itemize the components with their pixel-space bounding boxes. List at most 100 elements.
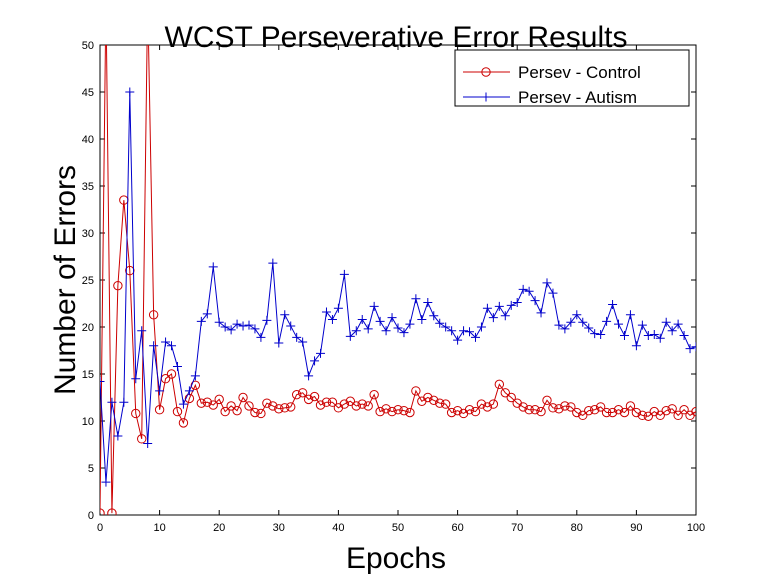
data-point [316,348,326,358]
data-point [226,401,236,411]
data-point [393,405,403,415]
y-tick-label: 40 [82,134,94,146]
data-point [649,330,659,340]
data-point [637,320,647,330]
data-point [101,477,111,487]
data-point [333,303,343,313]
data-point [309,391,320,402]
data-point [679,405,689,415]
data-point [303,394,314,405]
data-point [310,356,320,366]
data-point [178,418,189,428]
legend-entry: Persev - Autism [463,88,637,107]
data-point [673,410,683,421]
data-point [321,307,331,317]
data-point [238,392,248,403]
data-point [411,294,421,304]
data-point [542,395,552,406]
data-point [280,310,290,320]
data-point [488,399,499,409]
data-point [166,369,177,379]
x-tick-label: 70 [511,522,523,534]
data-point [256,332,266,342]
y-tick-label: 5 [88,463,94,475]
data-point [226,325,236,335]
data-point [476,399,487,409]
data-point [465,327,475,337]
data-point [232,319,242,329]
data-point [560,324,570,334]
data-point [113,431,123,441]
data-point [590,329,600,339]
data-point [470,332,480,342]
data-point [238,321,248,331]
data-point [381,404,391,414]
data-point [602,316,612,326]
data-point [202,397,212,407]
data-point [494,301,504,311]
data-point [548,403,558,413]
data-point [631,341,641,351]
data-point [691,342,696,352]
data-point [357,399,367,409]
data-point [429,311,439,321]
data-point [464,405,475,415]
plot-area [99,44,697,516]
x-tick-label: 0 [97,522,103,534]
data-point [214,317,224,327]
data-point [274,404,284,414]
series-autism [100,87,696,487]
data-point [137,434,147,444]
y-tick-label: 45 [82,87,94,99]
legend-label: Persev - Autism [518,88,637,107]
data-point [256,408,266,419]
data-point [405,407,415,418]
data-point [423,392,433,403]
data-point [327,314,337,324]
data-point [184,386,194,396]
data-point [339,269,349,279]
data-point [131,408,141,419]
y-tick-label: 30 [82,228,94,240]
data-point [161,337,171,347]
data-point [369,389,379,400]
x-tick-label: 100 [687,522,705,534]
data-point [304,371,314,381]
data-point [208,262,218,272]
data-point [298,337,308,347]
data-point [232,405,242,416]
data-point [208,400,218,410]
x-tick-label: 20 [213,522,225,534]
data-point [447,326,457,336]
data-point [244,401,254,411]
data-point [387,406,397,417]
data-point [405,319,415,329]
data-point [172,406,183,417]
data-point [643,411,654,421]
data-point [100,377,105,387]
data-point [530,405,540,415]
y-tick-label: 15 [82,369,94,381]
data-point [202,309,212,319]
data-point [536,308,546,318]
data-point [357,314,367,324]
data-point [566,402,576,412]
data-point [637,410,648,421]
data-point [679,330,689,340]
data-point [506,392,516,403]
data-point [339,399,350,409]
data-point [274,338,284,348]
data-point [363,401,373,411]
data-point [119,397,129,407]
data-point [500,388,510,398]
data-point [578,317,588,327]
data-point [292,332,302,342]
data-point [214,394,224,405]
data-point [613,405,624,415]
data-point [619,330,629,340]
data-point [345,331,355,341]
data-point [625,310,635,320]
data-point [595,402,606,412]
data-point [327,397,338,407]
data-point [459,326,469,336]
